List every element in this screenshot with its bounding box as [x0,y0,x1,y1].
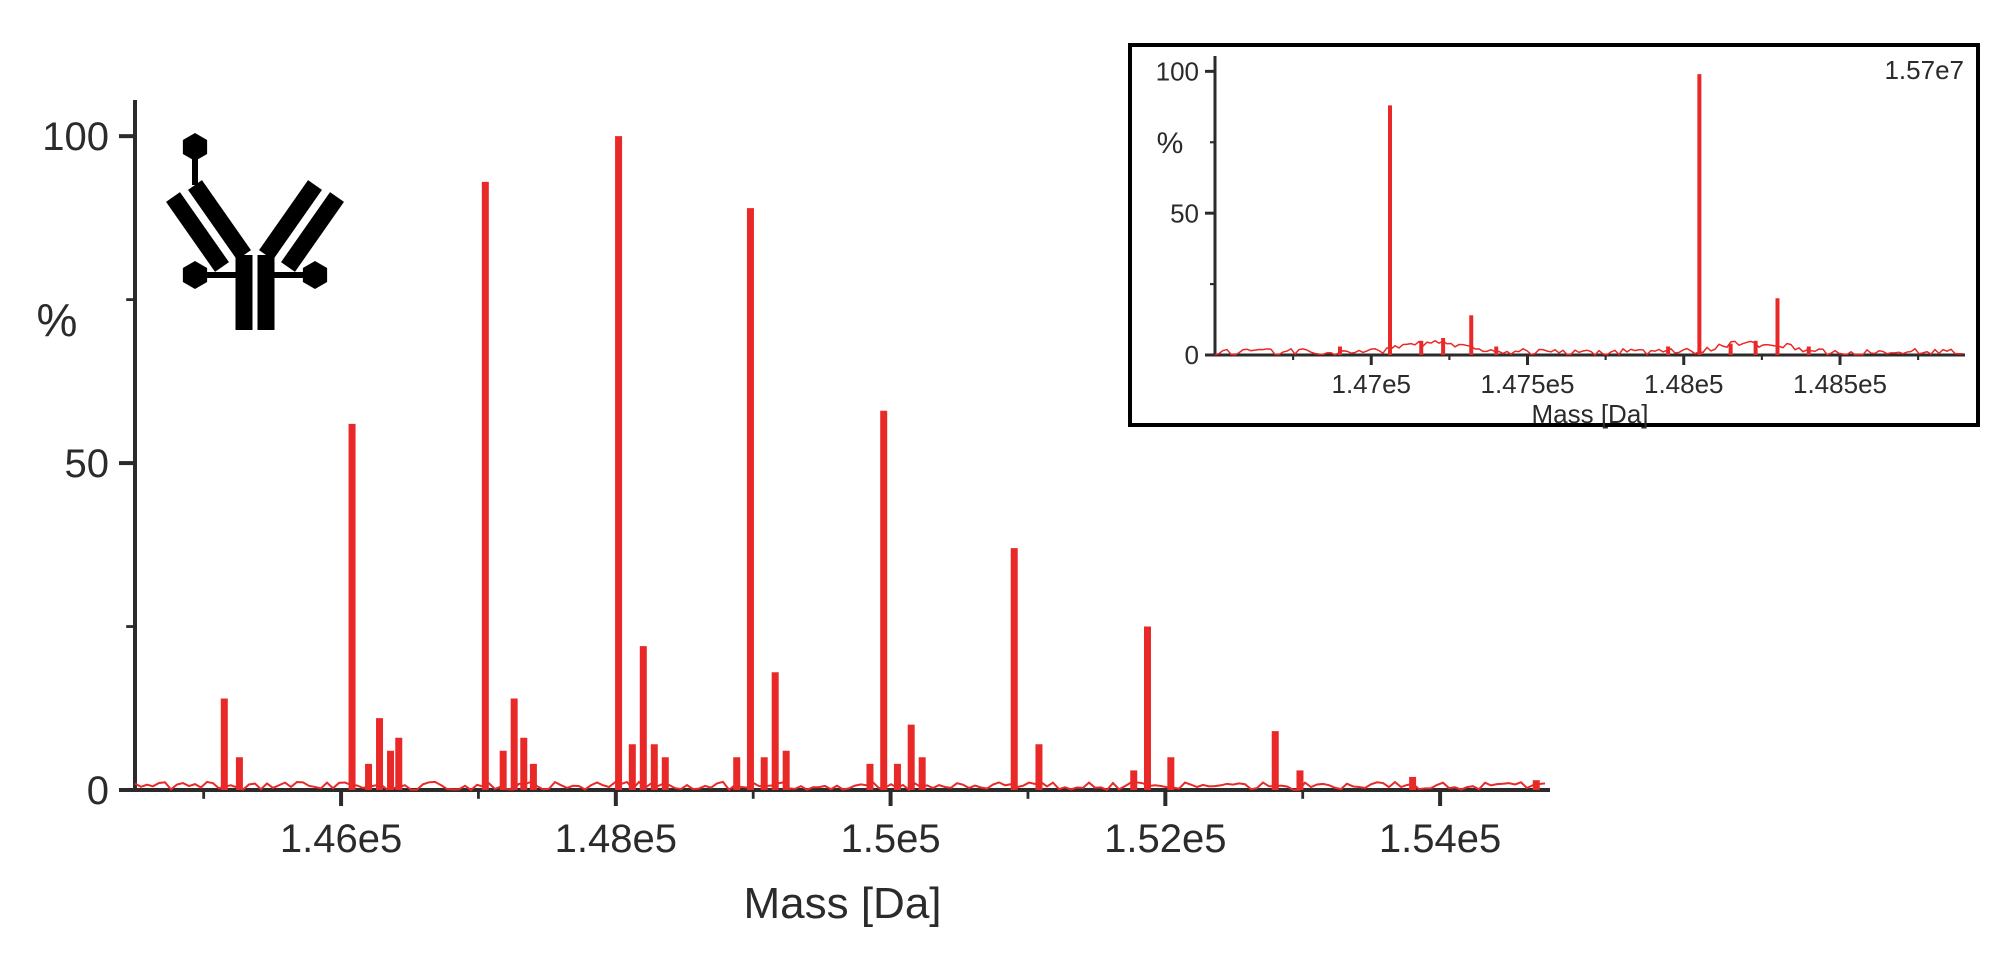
inset-y-tick-label: 100 [1156,56,1199,86]
antibody-icon [173,133,337,330]
inset-y-label: % [1157,127,1184,160]
inset-x-tick-label: 1.47e5 [1331,369,1411,399]
inset-y-tick-label: 0 [1185,340,1199,370]
x-tick-label: 1.54e5 [1379,817,1501,861]
x-tick-label: 1.48e5 [555,817,677,861]
y-tick-label: 100 [42,115,109,159]
inset-annotation: 1.57e7 [1884,55,1964,85]
x-tick-label: 1.46e5 [280,817,402,861]
y-tick-label: 50 [65,442,110,486]
y-axis-label: % [37,294,78,346]
inset-frame [1130,45,1978,425]
inset-x-tick-label: 1.485e5 [1793,369,1887,399]
inset-y-tick-label: 50 [1170,198,1199,228]
inset-x-tick-label: 1.475e5 [1481,369,1575,399]
inset-x-label: Mass [Da] [1531,399,1648,429]
inset-x-tick-label: 1.48e5 [1644,369,1724,399]
x-tick-label: 1.52e5 [1104,817,1226,861]
x-axis-label: Mass [Da] [743,879,941,928]
x-tick-label: 1.5e5 [841,817,941,861]
y-tick-label: 0 [87,769,109,813]
spectrum-figure: 0 50 100 1.46e5 1.48e5 1.5e5 1.52e5 1.54e5 Mass … [0,0,2000,972]
spectrum-svg: 0 50 100 1.46e5 1.48e5 1.5e5 1.52e5 1.54e5 Mass … [0,0,2000,972]
